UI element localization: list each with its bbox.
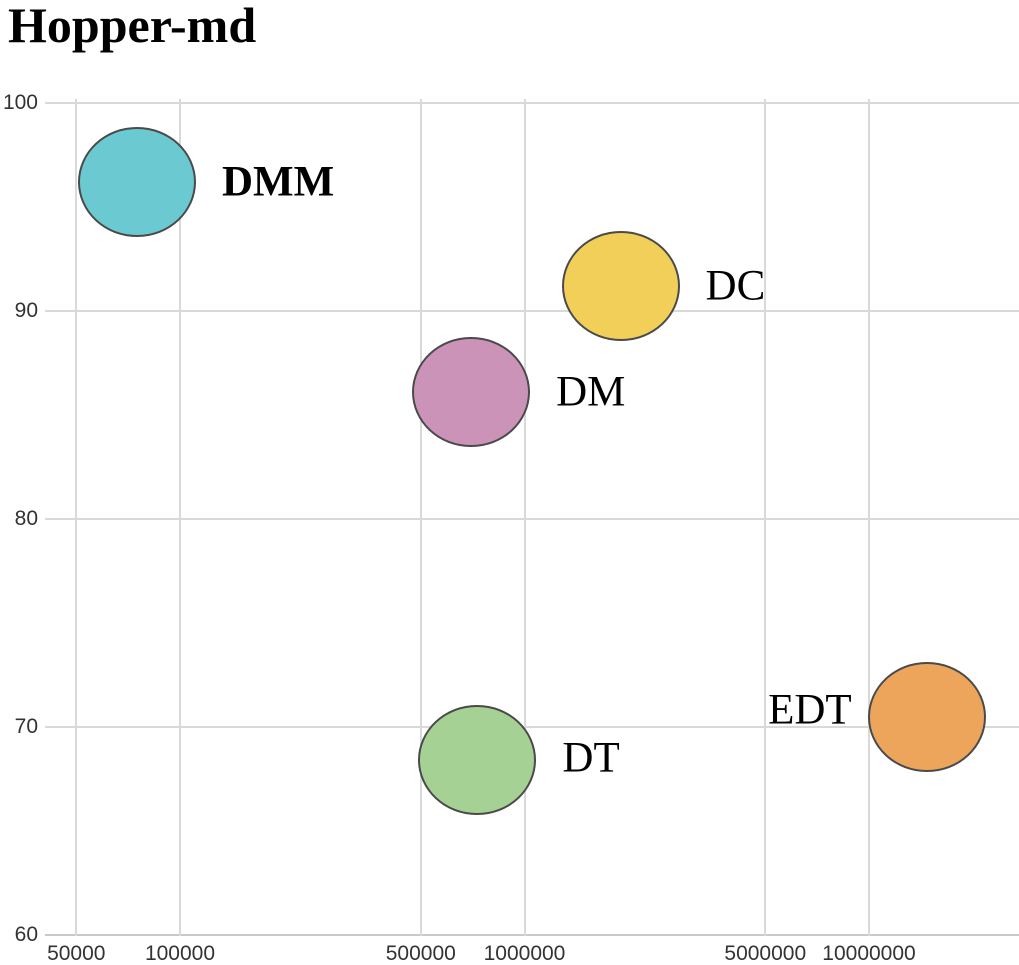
- bubble-label-dm: DM: [556, 368, 626, 416]
- x-gridline: [523, 99, 526, 936]
- bubble-label-dmm: DMM: [221, 158, 335, 206]
- bubble-dmm: [77, 127, 196, 238]
- x-gridline: [764, 99, 767, 936]
- y-tick-label: 100: [2, 91, 38, 114]
- y-gridline: [45, 310, 1019, 312]
- bubble-dc: [561, 231, 680, 342]
- y-tick-label: 90: [14, 299, 38, 322]
- y-gridline: [45, 102, 1019, 104]
- x-tick-label: 50000: [47, 942, 106, 965]
- x-axis-line: [45, 934, 1019, 936]
- x-tick-label: 5000000: [724, 942, 807, 965]
- y-tick-label: 80: [14, 507, 38, 530]
- bubble-label-edt: EDT: [768, 686, 852, 734]
- bubble-dm: [412, 337, 531, 448]
- x-gridline: [179, 99, 181, 936]
- y-tick-label: 70: [14, 715, 38, 738]
- x-tick-label: 10000000: [822, 942, 916, 965]
- x-gridline: [868, 99, 870, 936]
- bubble-label-dc: DC: [705, 262, 766, 310]
- y-gridline: [45, 518, 1019, 520]
- x-gridline: [75, 99, 78, 936]
- bubble-edt: [867, 661, 986, 772]
- x-gridline: [419, 99, 422, 936]
- y-tick-label: 60: [14, 923, 38, 946]
- bubble-dt: [418, 705, 537, 816]
- y-gridline: [45, 726, 1019, 728]
- x-tick-label: 500000: [385, 942, 456, 965]
- x-tick-label: 100000: [144, 942, 216, 965]
- bubble-label-dt: DT: [562, 734, 620, 782]
- x-tick-label: 1000000: [483, 942, 566, 965]
- chart-title: Hopper-md: [8, 0, 257, 53]
